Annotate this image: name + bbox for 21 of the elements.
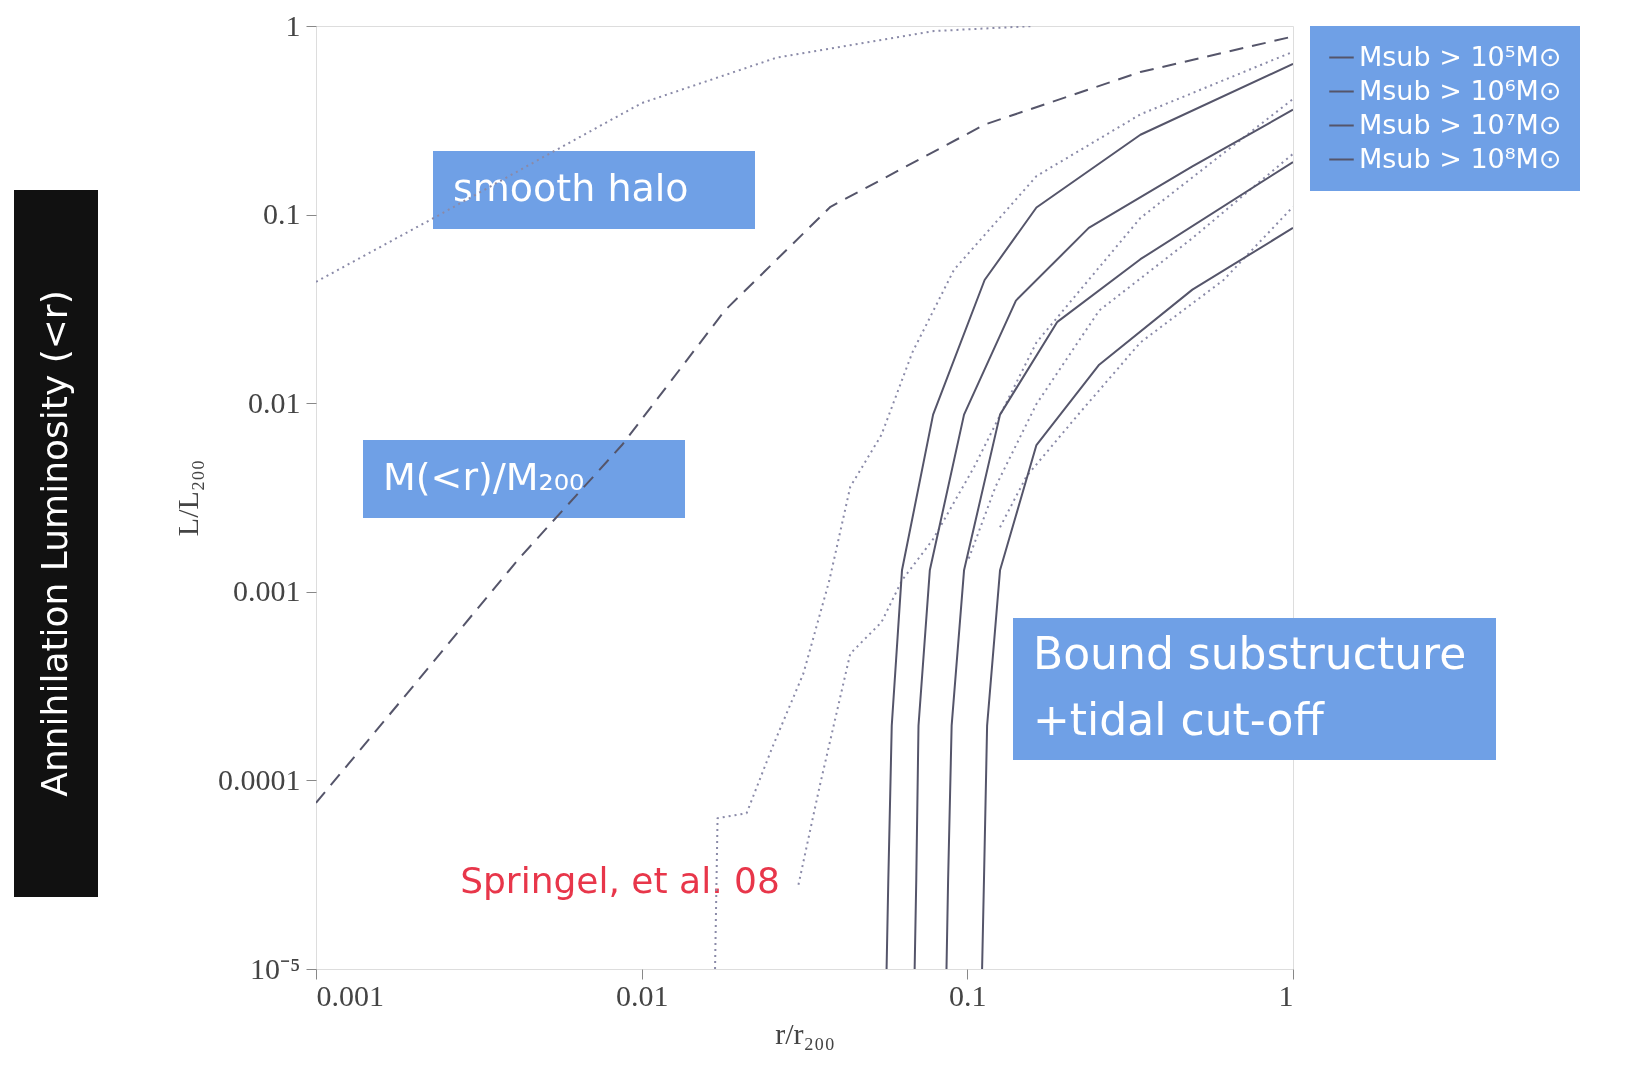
y-tick-label: 0.0001 (218, 762, 301, 796)
x-tick-label: 1 (1278, 978, 1294, 1012)
y-tick-label: 0.001 (233, 574, 301, 608)
x-tick-label: 0.001 (316, 978, 384, 1012)
legend-label: Msub > 10⁷M⊙ (1359, 108, 1562, 140)
y-tick-label: 0.01 (248, 385, 301, 419)
legend-label: Msub > 10⁸M⊙ (1359, 142, 1562, 174)
y-tick-label: 1 (285, 8, 301, 42)
legend-label: Msub > 10⁵M⊙ (1359, 40, 1562, 72)
text: Annihilation Luminosity (<r) (34, 290, 75, 797)
y-tick-label: 10⁻⁵ (250, 951, 301, 985)
annotation: Bound substructure +tidal cut-off (1033, 628, 1467, 745)
annotation: M(<r)/M₂₀₀ (383, 455, 585, 499)
annotation: smooth halo (453, 166, 689, 210)
y-axis-title: L/L₂₀₀ (171, 459, 204, 537)
x-axis-title: r/r₂₀₀ (775, 1016, 835, 1050)
annotation: Springel, et al. 08 (460, 860, 780, 901)
legend-label: Msub > 10⁶M⊙ (1359, 74, 1562, 106)
y-tick-label: 0.1 (263, 197, 301, 231)
x-tick-label: 0.01 (615, 978, 669, 1012)
x-tick-label: 0.1 (949, 978, 987, 1012)
